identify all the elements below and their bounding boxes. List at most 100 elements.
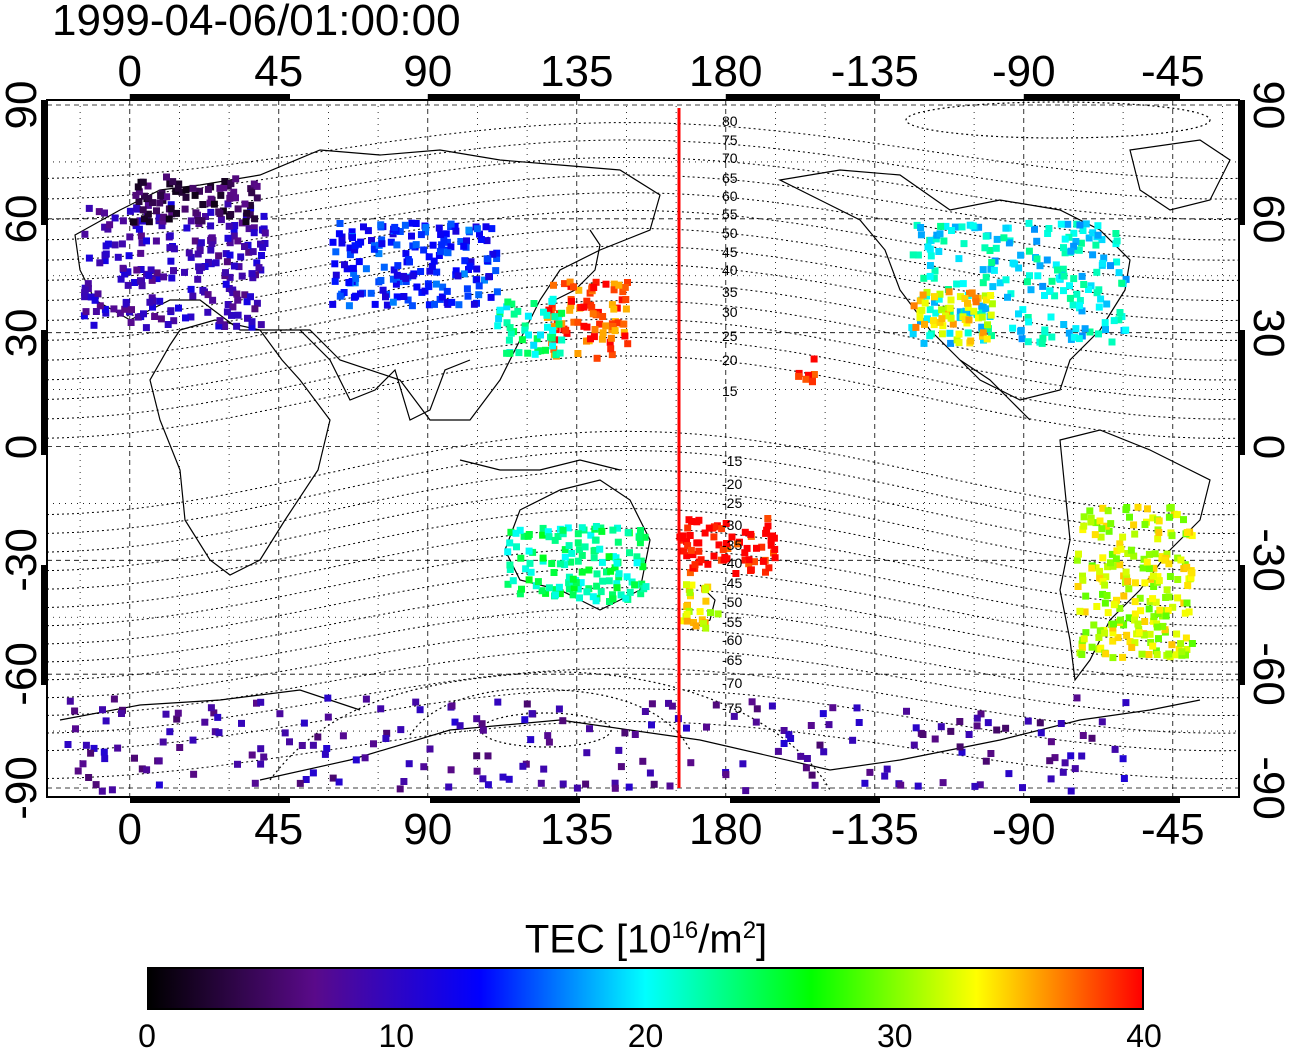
tec-cell [1033,237,1041,245]
tec-cell [805,371,812,379]
tec-cell [493,255,501,262]
tec-cell [124,268,132,276]
tec-cell [527,736,535,744]
tec-cell [576,594,583,602]
tec-cell [1060,321,1068,328]
tec-cell [924,315,931,323]
tec-cell [321,750,329,758]
tec-cell [686,569,694,577]
tec-cell [768,702,776,710]
tec-cell [420,246,428,254]
tec-cell [683,552,691,560]
tec-cell [593,354,601,362]
lat-tick-right: -30 [1244,528,1292,593]
tec-cell [155,781,163,789]
tec-cell [1177,640,1185,648]
contour-line [46,607,1240,681]
tec-cell [587,301,595,309]
tec-cell [973,714,981,722]
tec-cell [389,298,397,306]
tec-cell [603,568,610,576]
tec-cell [1080,281,1088,288]
tec-cell [936,290,944,298]
tec-cell [207,208,215,216]
lat-tick-left: -60 [0,642,46,706]
tec-cell [610,305,618,313]
tec-cell [1079,572,1086,580]
tec-cell [1119,653,1127,661]
tec-cell [194,275,202,283]
tec-cell [1154,610,1162,618]
tec-cell [228,311,235,319]
tec-cell [940,237,948,245]
tec-cell [426,745,434,753]
lat-tick-left: -90 [0,756,46,820]
tec-cell [578,524,586,532]
tec-cell [516,526,524,534]
tec-cell [543,311,551,319]
tec-cell [387,238,395,246]
tec-cell [953,280,961,288]
tec-cell [619,288,627,296]
lat-tick-left: 0 [0,434,46,459]
tec-cell [1066,294,1074,302]
tec-cell [440,236,448,244]
tec-cell [506,539,514,547]
tec-cell [665,699,672,707]
coastline [74,149,661,421]
tec-cell [615,746,623,754]
tec-cell [1155,517,1163,525]
tec-cell [82,741,90,749]
tec-cell [1080,635,1088,643]
tec-cell [1098,236,1106,244]
tec-cell [1078,752,1086,760]
tec-cell [241,200,249,208]
tec-cell [1183,529,1191,536]
tec-cell [520,532,528,540]
tec-cell [1185,608,1193,616]
tec-cell [1090,621,1098,629]
tec-cell [66,697,74,705]
tec-cell [324,713,332,721]
tec-cell [1093,289,1101,297]
tec-cell [1009,324,1017,332]
tec-cell [1110,620,1117,628]
tec-cell [947,727,955,735]
tec-cell [610,280,618,288]
tec-cell [1087,282,1095,290]
tec-cell [1151,550,1159,558]
tec-cell [247,293,254,301]
tec-cell [1113,258,1121,266]
tec-cell [1018,335,1026,343]
tec-cell [935,248,943,255]
tec-cell [549,295,557,303]
timestamp-title: 1999-04-06/01:00:00 [52,0,461,45]
tec-cell [614,524,621,532]
tec-cell [947,339,955,347]
lat-tick-right: 30 [1244,308,1292,358]
tec-cell [117,275,125,283]
tec-cell [426,267,434,275]
tec-cell [866,768,874,776]
tec-cell [624,529,632,537]
tec-cell [712,701,720,709]
tec-cell [598,527,606,535]
tec-cell [715,541,723,549]
tec-cell [578,552,586,559]
tec-cell [81,293,89,301]
tec-cell [487,293,495,301]
tec-cell [648,700,656,708]
tec-cell [246,201,254,209]
tec-cell [623,573,631,581]
tec-cell [517,554,525,562]
tec-cell [408,219,416,227]
tec-cell [1108,550,1116,558]
tec-cell [207,704,215,712]
tec-cell [163,173,170,181]
tec-cell [613,559,621,567]
tec-cell [1061,235,1069,243]
tec-cell [611,564,619,572]
tec-cell [248,751,256,759]
tec-cell [881,772,889,780]
tec-cell [633,553,641,561]
